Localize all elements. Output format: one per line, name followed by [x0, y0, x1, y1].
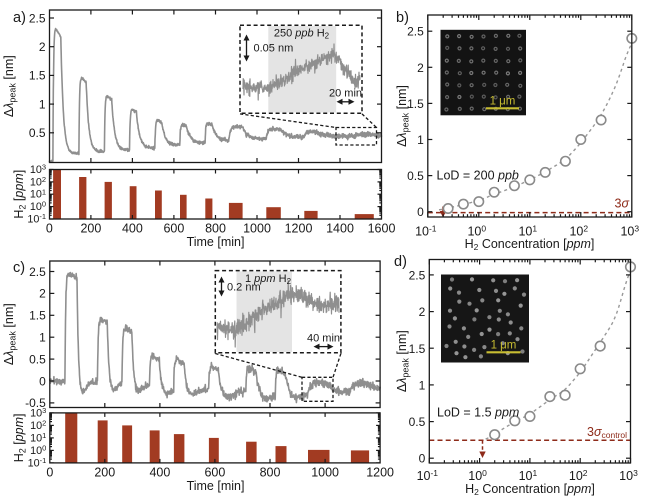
svg-text:0.05 nm: 0.05 nm	[254, 43, 294, 55]
svg-text:a): a)	[13, 10, 26, 26]
svg-text:1.5: 1.5	[409, 342, 426, 356]
svg-text:Time [min]: Time [min]	[187, 479, 245, 493]
svg-text:400: 400	[149, 466, 170, 480]
svg-text:600: 600	[204, 466, 225, 480]
svg-text:1 μm: 1 μm	[490, 96, 516, 108]
svg-text:d): d)	[394, 254, 407, 270]
svg-text:800: 800	[205, 222, 226, 236]
svg-text:600: 600	[163, 222, 184, 236]
svg-text:1600: 1600	[368, 222, 396, 236]
svg-text:0: 0	[419, 452, 426, 466]
svg-text:2: 2	[419, 305, 426, 319]
svg-text:400: 400	[122, 222, 143, 236]
svg-text:2.5: 2.5	[29, 11, 46, 25]
svg-text:1: 1	[39, 97, 46, 111]
svg-text:c): c)	[13, 260, 25, 276]
svg-text:40 min: 40 min	[307, 333, 340, 345]
svg-text:1.5: 1.5	[29, 69, 46, 83]
svg-text:20 min: 20 min	[329, 88, 362, 100]
svg-text:H2 Concentration [ppm]: H2 Concentration [ppm]	[465, 237, 595, 252]
svg-text:2.5: 2.5	[409, 268, 426, 282]
svg-text:1 ppm H2: 1 ppm H2	[245, 273, 292, 286]
svg-text:2.5: 2.5	[29, 265, 46, 279]
svg-text:250 ppb H2: 250 ppb H2	[274, 28, 330, 41]
svg-text:200: 200	[94, 466, 115, 480]
svg-text:0.5: 0.5	[29, 126, 46, 140]
svg-text:0: 0	[46, 222, 53, 236]
svg-text:1: 1	[419, 378, 426, 392]
svg-text:2: 2	[39, 40, 46, 54]
svg-text:Time [min]: Time [min]	[187, 235, 245, 249]
svg-text:800: 800	[260, 466, 281, 480]
svg-text:0.5: 0.5	[409, 415, 426, 429]
svg-text:H2 [ppm]: H2 [ppm]	[12, 413, 28, 462]
svg-text:200: 200	[80, 222, 101, 236]
svg-text:1: 1	[39, 331, 46, 345]
svg-text:0: 0	[39, 374, 46, 388]
svg-text:0.5: 0.5	[407, 169, 424, 183]
svg-text:1000: 1000	[311, 466, 339, 480]
svg-text:LoD = 200 ppb: LoD = 200 ppb	[437, 169, 519, 183]
svg-text:0: 0	[417, 205, 424, 219]
svg-text:2: 2	[417, 61, 424, 75]
svg-text:2: 2	[39, 287, 46, 301]
svg-text:1.5: 1.5	[407, 97, 424, 111]
svg-text:1200: 1200	[285, 222, 313, 236]
svg-text:b): b)	[396, 10, 409, 26]
svg-text:1: 1	[417, 133, 424, 147]
svg-text:2.5: 2.5	[407, 25, 424, 39]
svg-text:H2 [ppm]: H2 [ppm]	[12, 170, 28, 219]
svg-text:0.5: 0.5	[29, 352, 46, 366]
svg-text:1 μm: 1 μm	[491, 340, 517, 352]
svg-text:1400: 1400	[326, 222, 354, 236]
svg-text:1200: 1200	[366, 466, 394, 480]
svg-text:1.5: 1.5	[29, 309, 46, 323]
svg-text:-0.5: -0.5	[25, 396, 46, 410]
svg-text:3σ: 3σ	[615, 197, 630, 211]
svg-text:1000: 1000	[243, 222, 271, 236]
svg-text:0: 0	[46, 466, 53, 480]
svg-text:LoD = 1.5 ppm: LoD = 1.5 ppm	[437, 406, 519, 420]
svg-text:H2 Concentration [ppm]: H2 Concentration [ppm]	[465, 482, 595, 497]
svg-text:0.2 nm: 0.2 nm	[227, 282, 261, 294]
